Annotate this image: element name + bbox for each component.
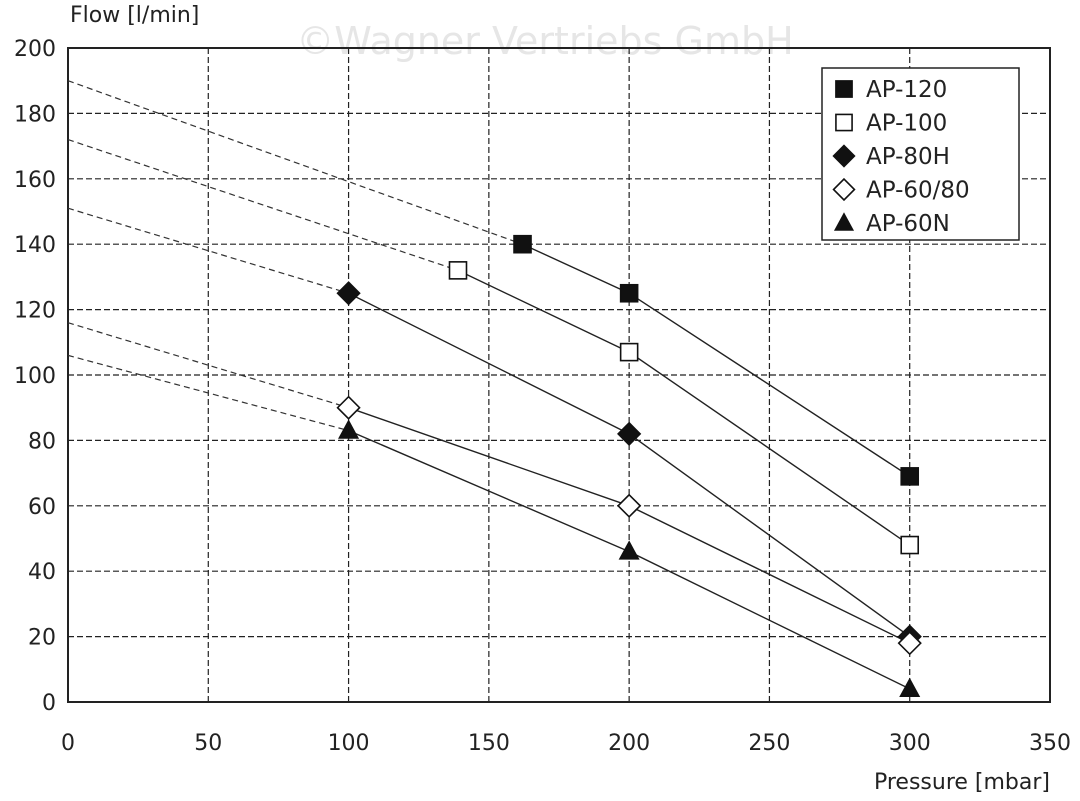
y-tick-label: 40	[28, 560, 56, 585]
data-point-ap-100-1	[619, 342, 639, 362]
legend-label-ap-60n: AP-60N	[866, 211, 950, 237]
y-tick-label: 0	[42, 691, 56, 716]
data-point-ap-120-2	[900, 467, 920, 486]
legend-label-ap-100: AP-100	[866, 111, 947, 137]
y-tick-label: 120	[14, 299, 56, 324]
data-point-ap-100-2	[900, 535, 920, 555]
x-tick-label: 350	[1029, 731, 1071, 756]
data-point-ap-60n-0	[338, 419, 360, 439]
extrapolation-lines	[67, 80, 523, 432]
legend-marker-ap-60-80	[832, 177, 856, 202]
y-tick-label: 60	[28, 495, 56, 520]
data-point-ap-80h-1	[617, 421, 642, 446]
x-tick-label: 300	[889, 731, 931, 756]
data-point-ap-60-80-1	[617, 493, 642, 518]
extrapolation-ap-120	[67, 80, 523, 245]
x-tick-label: 50	[194, 731, 222, 756]
x-axis-title: Pressure [mbar]	[874, 770, 1050, 795]
legend-label-ap-120: AP-120	[866, 77, 947, 103]
x-tick-label: 250	[748, 731, 790, 756]
plot-frame	[67, 47, 1051, 703]
y-tick-label: 20	[28, 626, 56, 651]
data-point-ap-80h-0	[336, 281, 361, 306]
legend-box	[821, 67, 1020, 241]
legend: AP-120 AP-100 AP-80H AP-60/80 AP-60N	[821, 67, 1020, 241]
legend-marker-ap-120	[835, 80, 853, 98]
data-point-ap-120-0	[513, 234, 532, 254]
legend-marker-ap-80h	[832, 144, 856, 168]
y-tick-labels: 0 20 40 60 80 100 120 140 160 180 200	[14, 37, 56, 716]
legend-label-ap-60-80: AP-60/80	[866, 178, 970, 204]
data-point-ap-60-80-2	[897, 631, 922, 656]
data-point-ap-60n-1	[618, 540, 640, 560]
x-tick-label: 150	[468, 731, 510, 756]
y-tick-label: 140	[14, 233, 56, 258]
series-line-ap-100	[457, 269, 911, 546]
series-line-ap-120	[522, 243, 911, 477]
extrapolation-ap-100	[67, 138, 459, 271]
data-point-ap-60-80-0	[336, 395, 361, 420]
y-tick-label: 160	[14, 168, 56, 193]
y-tick-label: 200	[14, 37, 56, 62]
series-line-ap-60n	[348, 429, 911, 690]
extrapolation-ap-60n	[67, 354, 349, 432]
y-axis-title: Flow [l/min]	[70, 3, 199, 28]
y-tick-label: 80	[28, 429, 56, 454]
x-tick-labels: 0 50 100 150 200 250 300 350	[61, 731, 1071, 756]
data-point-ap-60n-2	[899, 677, 921, 698]
data-point-ap-100-0	[448, 261, 468, 280]
watermark: ©Wagner Vertriebs GmbH	[296, 19, 793, 63]
y-tick-label: 100	[14, 364, 56, 389]
legend-marker-ap-100	[835, 113, 853, 132]
y-tick-label: 180	[14, 102, 56, 127]
x-tick-label: 0	[61, 731, 75, 756]
extrapolation-ap-60-80	[67, 322, 349, 409]
series-markers	[336, 234, 922, 698]
x-tick-label: 100	[328, 731, 370, 756]
legend-marker-ap-60n	[833, 212, 855, 231]
x-tick-label: 200	[608, 731, 650, 756]
extrapolation-ap-80h	[67, 207, 349, 294]
legend-label-ap-80h: AP-80H	[866, 144, 950, 170]
data-point-ap-120-1	[619, 283, 639, 303]
